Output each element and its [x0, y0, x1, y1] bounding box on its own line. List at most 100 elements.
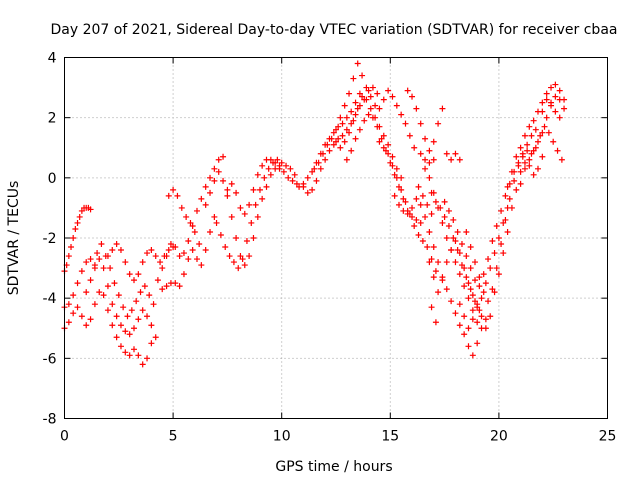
data-point — [191, 228, 198, 235]
data-point — [350, 75, 357, 82]
data-point — [356, 126, 363, 133]
data-point — [291, 171, 298, 178]
data-point — [458, 241, 465, 248]
data-point — [113, 334, 120, 341]
data-point — [65, 301, 72, 308]
data-point — [419, 238, 426, 245]
data-point — [374, 123, 381, 130]
data-point — [409, 204, 416, 211]
data-point — [128, 307, 135, 314]
data-point — [202, 183, 209, 190]
data-point — [524, 141, 531, 148]
data-point — [126, 352, 133, 359]
data-point — [443, 286, 450, 293]
data-point — [224, 186, 231, 193]
data-point — [70, 292, 77, 299]
data-point — [432, 319, 439, 326]
data-point — [157, 259, 164, 266]
data-point — [443, 259, 450, 266]
data-point — [417, 219, 424, 226]
data-point — [228, 180, 235, 187]
data-point — [422, 213, 429, 220]
data-point — [422, 156, 429, 163]
data-point — [395, 183, 402, 190]
data-point — [189, 222, 196, 229]
data-point — [432, 198, 439, 205]
data-point — [526, 123, 533, 130]
data-point — [309, 186, 316, 193]
data-point — [450, 235, 457, 241]
data-point — [68, 244, 75, 251]
y-tick-label: -6 — [43, 351, 57, 367]
data-point — [528, 150, 535, 157]
data-point — [259, 195, 266, 202]
data-point — [548, 99, 555, 106]
data-point — [222, 244, 229, 251]
data-point — [474, 319, 481, 326]
data-point — [554, 147, 561, 154]
data-point — [406, 132, 413, 139]
data-point — [198, 262, 205, 269]
data-point — [452, 310, 459, 317]
data-point — [530, 117, 537, 124]
data-point — [409, 93, 416, 100]
data-point — [78, 313, 85, 320]
data-point — [111, 280, 118, 287]
data-point — [356, 90, 363, 97]
data-point — [422, 165, 429, 172]
data-point — [493, 265, 500, 272]
data-point — [83, 259, 90, 266]
y-tick-label: -2 — [43, 231, 57, 247]
data-point — [87, 316, 94, 323]
data-point — [346, 129, 353, 136]
data-point — [378, 135, 385, 142]
data-point — [348, 147, 355, 154]
data-point — [144, 250, 151, 257]
data-point — [74, 280, 81, 287]
data-point — [469, 316, 476, 323]
data-point — [104, 253, 111, 260]
data-point — [543, 114, 550, 121]
data-point — [276, 165, 283, 172]
data-point — [139, 259, 146, 266]
data-point — [393, 102, 400, 109]
data-point — [363, 84, 370, 91]
data-point — [441, 198, 448, 205]
data-point — [426, 174, 433, 181]
data-point — [482, 280, 489, 287]
x-tick-label: 20 — [490, 429, 508, 445]
data-point — [250, 235, 257, 241]
data-point — [87, 206, 94, 213]
data-point — [534, 138, 541, 145]
data-point — [489, 286, 496, 293]
data-point — [304, 189, 311, 196]
data-point — [96, 289, 103, 296]
data-point — [237, 204, 244, 211]
data-point — [113, 313, 120, 320]
data-point — [96, 256, 103, 263]
data-point — [272, 159, 279, 166]
data-point — [472, 277, 479, 284]
data-point — [506, 195, 513, 202]
data-point — [430, 244, 437, 251]
data-point — [543, 90, 550, 97]
data-point — [500, 219, 507, 226]
data-point — [545, 129, 552, 136]
data-point — [263, 183, 270, 190]
data-point — [417, 201, 424, 208]
data-point — [513, 186, 520, 193]
data-point — [120, 304, 127, 311]
data-point — [393, 174, 400, 181]
data-point — [476, 307, 483, 314]
data-point — [78, 207, 85, 214]
data-point — [265, 165, 272, 172]
data-point — [198, 195, 205, 202]
data-point — [159, 265, 166, 272]
data-point — [239, 256, 246, 263]
data-point — [452, 150, 459, 157]
data-point — [463, 274, 470, 281]
data-point — [511, 177, 518, 184]
data-point — [87, 256, 94, 263]
data-point — [432, 268, 439, 275]
data-point — [517, 144, 524, 151]
